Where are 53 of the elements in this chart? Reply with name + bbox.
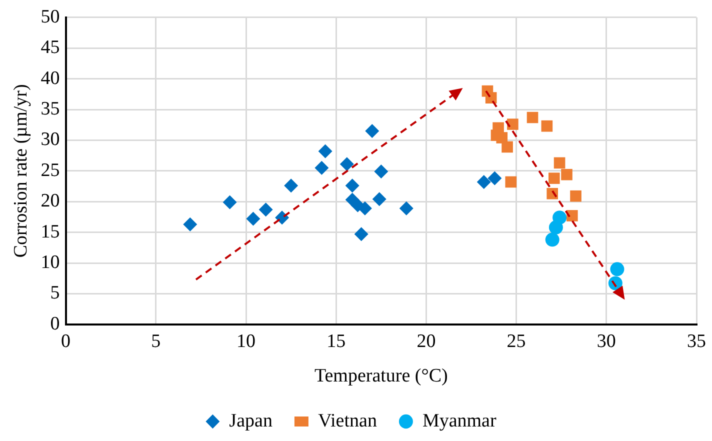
point: [507, 118, 518, 130]
point: [610, 262, 624, 276]
point: [561, 168, 572, 180]
point: [358, 201, 372, 216]
y-tick-label: 15: [40, 221, 60, 242]
point: [502, 141, 513, 153]
y-tick-label: 35: [40, 98, 60, 120]
y-tick-label: 5: [50, 282, 60, 304]
point: [284, 178, 298, 193]
point: [399, 201, 414, 216]
point: [258, 202, 273, 217]
point: [374, 164, 388, 179]
y-tick-label: 45: [40, 37, 60, 58]
y-tick-label: 20: [40, 190, 60, 212]
point: [548, 172, 560, 184]
x-tick-label: 20: [416, 330, 436, 352]
legend-label: Myanmar: [422, 410, 497, 432]
point: [345, 178, 360, 193]
x-tick-label: 35: [687, 330, 706, 352]
point: [526, 112, 538, 124]
point: [488, 171, 502, 186]
x-tick-label: 15: [326, 330, 346, 352]
point: [554, 157, 566, 169]
x-tick-label: 25: [506, 330, 526, 352]
y-tick-label: 25: [40, 160, 60, 181]
legend-label: Vietnan: [318, 410, 378, 432]
x-tick-label: 10: [236, 330, 256, 352]
point: [183, 217, 198, 232]
point: [476, 174, 491, 189]
legend-label: Japan: [229, 410, 273, 432]
y-tick-label: 10: [40, 252, 60, 273]
y-axis-title: Corrosion rate (µm/yr): [10, 84, 32, 258]
point: [548, 220, 563, 234]
point: [496, 132, 508, 144]
point: [222, 195, 237, 210]
point: [318, 144, 332, 158]
point: [354, 227, 368, 242]
y-tick-label: 0: [50, 313, 60, 334]
y-tick-label: 40: [40, 68, 60, 89]
point: [365, 124, 380, 138]
y-tick-label: 50: [40, 6, 60, 28]
x-axis-title: Temperature (°C): [314, 366, 448, 387]
point: [545, 232, 560, 247]
point: [505, 176, 517, 188]
point: [541, 120, 553, 132]
point: [340, 157, 354, 172]
point: [372, 192, 386, 206]
point: [246, 212, 260, 226]
x-tick-label: 5: [151, 330, 161, 352]
point: [314, 160, 329, 175]
y-tick-label: 30: [40, 129, 60, 150]
point: [570, 190, 582, 202]
x-tick-label: 30: [596, 330, 616, 352]
